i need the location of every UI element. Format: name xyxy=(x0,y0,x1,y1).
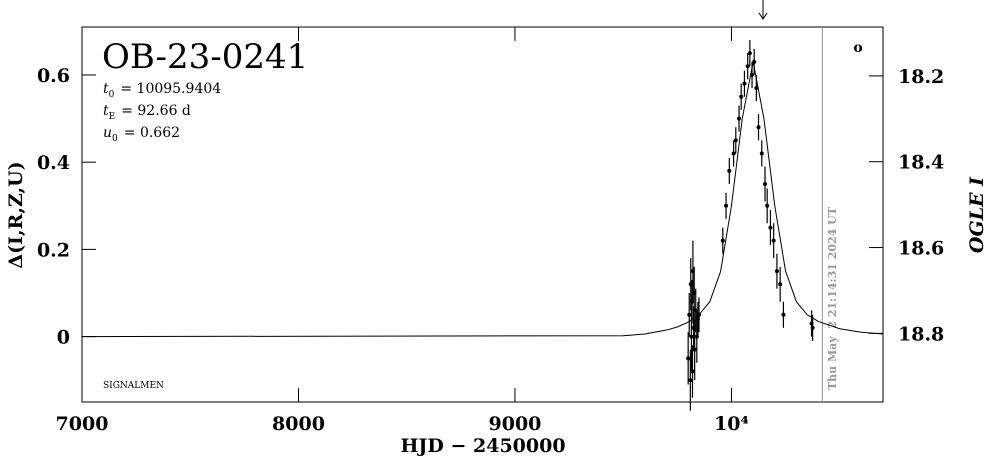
y2-tick-label: 18.6 xyxy=(898,238,944,260)
x-tick-label: 10⁴ xyxy=(714,413,749,435)
data-point xyxy=(759,151,764,156)
y2-tick-label: 18.4 xyxy=(898,152,944,174)
corner-mark: o xyxy=(853,40,862,56)
data-point xyxy=(756,125,761,130)
data-point xyxy=(765,203,770,208)
data-point xyxy=(763,181,768,186)
x-tick-label: 8000 xyxy=(272,413,325,435)
chart-title: OB-23-0241 xyxy=(102,37,308,77)
parameter-value: = 92.66 d xyxy=(121,103,191,119)
data-point xyxy=(696,312,701,317)
parameter-symbol: t xyxy=(103,103,109,119)
data-point xyxy=(687,312,692,317)
parameter: t0 = 10095.9404 xyxy=(103,81,221,100)
data-point xyxy=(733,138,738,143)
parameter: tE = 92.66 d xyxy=(103,103,191,122)
parameter-subscript: E xyxy=(109,112,116,122)
data-point xyxy=(690,369,695,374)
data-point xyxy=(747,51,752,56)
x-tick-label: 9000 xyxy=(489,413,542,435)
plot-frame xyxy=(81,26,884,403)
data-point xyxy=(686,356,691,361)
y-tick-label: 0.2 xyxy=(37,239,70,261)
data-point xyxy=(724,203,729,208)
parameter-subscript: 0 xyxy=(112,134,118,144)
data-point xyxy=(768,225,773,230)
data-point xyxy=(781,312,786,317)
y-tick-label: 0 xyxy=(57,327,70,349)
arrow-head xyxy=(758,12,768,20)
data-point xyxy=(689,334,694,339)
data-point xyxy=(745,64,750,69)
timestamp: Thu May 2 21:14:31 2024 UT xyxy=(826,206,839,390)
model-curve xyxy=(81,61,884,338)
parameter-subscript: 0 xyxy=(109,90,115,100)
parameter-symbol: t xyxy=(103,81,109,97)
data-point xyxy=(727,168,732,173)
data-point xyxy=(688,378,693,383)
y-axis-label: Δ(I,R,Z,U) xyxy=(5,161,27,268)
parameter-value: = 0.662 xyxy=(124,125,180,141)
data-point xyxy=(778,282,783,287)
data-point xyxy=(737,116,742,121)
parameter-value: = 10095.9404 xyxy=(120,81,221,97)
y-tick-label: 0.6 xyxy=(37,65,70,87)
observer: SIGNALMEN xyxy=(103,381,164,391)
data-point xyxy=(810,325,815,330)
data-point xyxy=(742,81,747,86)
data-point xyxy=(739,94,744,99)
parameter-symbol: u xyxy=(103,125,112,141)
data-point xyxy=(720,238,725,243)
parameter: u0 = 0.662 xyxy=(103,125,180,144)
data-point xyxy=(754,86,759,91)
y2-tick-label: 18.2 xyxy=(898,66,944,88)
x-tick-label: 7000 xyxy=(56,413,109,435)
data-point xyxy=(731,151,736,156)
data-point xyxy=(750,72,755,77)
data-point xyxy=(692,347,697,352)
y2-tick-label: 18.8 xyxy=(898,323,944,345)
data-point xyxy=(752,59,757,64)
y-tick-label: 0.4 xyxy=(37,152,70,174)
y2-axis-label: OGLE I xyxy=(966,176,986,253)
x-axis-label: HJD − 2450000 xyxy=(400,435,565,457)
data-point xyxy=(774,269,779,274)
data-point xyxy=(771,238,776,243)
